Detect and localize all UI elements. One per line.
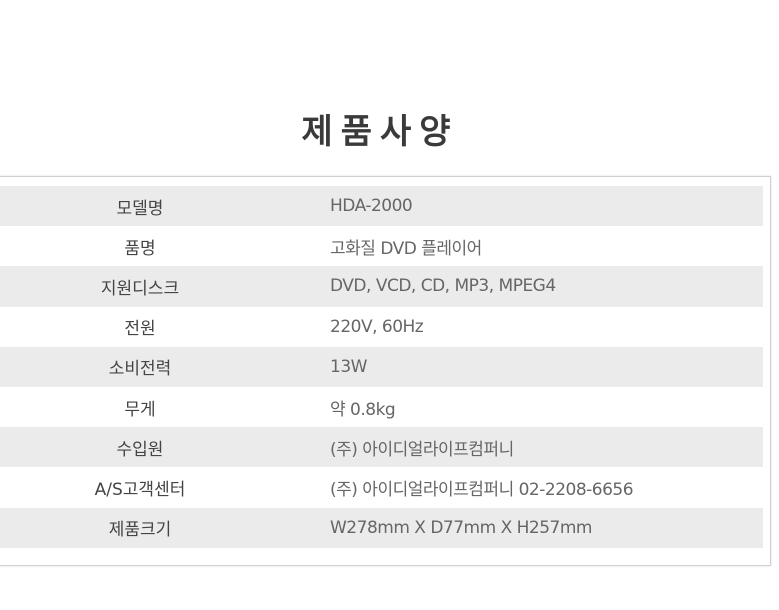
spec-row: 수입원 (주) 아이디얼라이프컴퍼니 (0, 427, 763, 468)
spec-row: 지원디스크 DVD, VCD, CD, MP3, MPEG4 (0, 266, 763, 307)
spec-row: 소비전력 13W (0, 346, 763, 387)
spec-row: 무게 약 0.8kg (0, 387, 763, 427)
spec-value: 13W (330, 356, 367, 377)
spec-table-border (0, 176, 771, 566)
page-title: 제품사양 (301, 112, 459, 152)
spec-row: 제품크기 W278mm X D77mm X H257mm (0, 507, 763, 548)
spec-label: 제품크기 (108, 520, 172, 541)
spec-label: 모델명 (116, 198, 164, 219)
spec-label: A/S고객센터 (94, 479, 186, 500)
spec-value: (주) 아이디얼라이프컴퍼니 02-2208-6656 (330, 479, 634, 500)
spec-row: 모델명 HDA-2000 (0, 186, 763, 227)
spec-label: 수입원 (116, 439, 164, 460)
spec-value: HDA-2000 (330, 196, 413, 217)
spec-row: A/S고객센터 (주) 아이디얼라이프컴퍼니 02-2208-6656 (0, 467, 763, 507)
spec-value: W278mm X D77mm X H257mm (330, 517, 592, 538)
spec-label: 품명 (124, 238, 156, 259)
spec-label: 무게 (124, 399, 156, 420)
spec-value: (주) 아이디얼라이프컴퍼니 (330, 439, 514, 460)
spec-row: 품명 고화질 DVD 플레이어 (0, 226, 763, 266)
spec-label: 소비전력 (108, 359, 172, 380)
spec-label: 지원디스크 (100, 278, 180, 299)
spec-row: 전원 220V, 60Hz (0, 307, 763, 347)
spec-value: 220V, 60Hz (330, 316, 424, 337)
spec-value: 약 0.8kg (330, 399, 396, 420)
spec-label: 전원 (124, 319, 156, 340)
spec-value: 고화질 DVD 플레이어 (330, 238, 482, 259)
spec-value: DVD, VCD, CD, MP3, MPEG4 (330, 276, 556, 297)
